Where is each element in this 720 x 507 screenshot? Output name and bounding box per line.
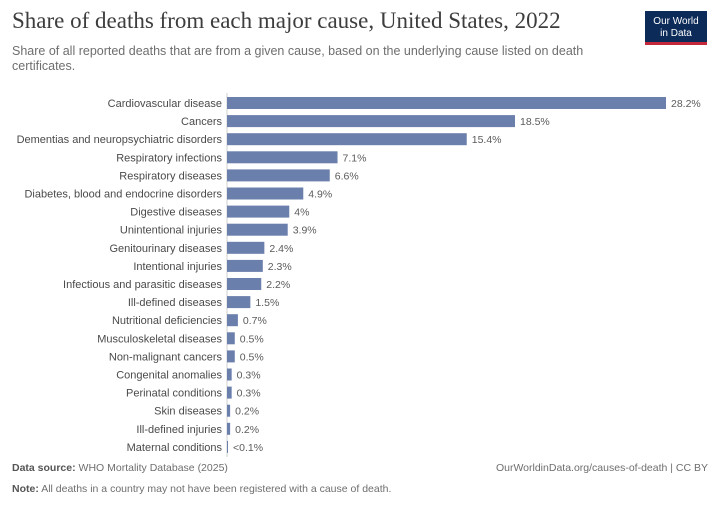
category-label: Infectious and parasitic diseases [63, 279, 222, 291]
value-label: 0.5% [240, 333, 264, 345]
data-source-text[interactable]: WHO Mortality Database (2025) [78, 462, 228, 474]
bar[interactable] [227, 133, 467, 146]
value-label: 18.5% [520, 116, 550, 128]
bar[interactable] [227, 368, 232, 381]
category-label: Intentional injuries [133, 261, 222, 273]
bar[interactable] [227, 187, 304, 200]
logo-line-1: Our World [653, 16, 699, 27]
category-label: Ill-defined diseases [128, 297, 223, 309]
category-label: Dementias and neuropsychiatric disorders [17, 134, 223, 146]
category-label: Respiratory infections [116, 152, 222, 164]
category-label: Nutritional deficiencies [112, 315, 223, 327]
chart-title: Share of deaths from each major cause, U… [12, 8, 561, 33]
category-label: Digestive diseases [130, 207, 222, 219]
bar[interactable] [227, 223, 288, 236]
logo-line-2: in Data [660, 28, 692, 39]
value-label: 6.6% [335, 170, 359, 182]
value-label: 2.2% [266, 279, 290, 291]
chart-subtitle: Share of all reported deaths that are fr… [12, 44, 584, 73]
bar[interactable] [227, 115, 515, 128]
bar[interactable] [227, 314, 238, 327]
bar[interactable] [227, 440, 228, 453]
category-label: Non-malignant cancers [109, 351, 223, 363]
category-label: Maternal conditions [127, 442, 223, 454]
bar[interactable] [227, 296, 251, 309]
value-label: 0.7% [243, 315, 267, 327]
value-label: 2.4% [269, 243, 293, 255]
credit-link[interactable]: OurWorldinData.org/causes-of-death | CC … [495, 462, 708, 474]
category-label: Perinatal conditions [126, 388, 223, 400]
category-label: Diabetes, blood and endocrine disorders [24, 189, 222, 201]
note: Note: All deaths in a country may not ha… [12, 483, 391, 495]
category-label: Congenital anomalies [116, 370, 222, 382]
value-label: 1.5% [255, 297, 279, 309]
value-label: 7.1% [343, 152, 367, 164]
bar[interactable] [227, 404, 231, 417]
value-label: 28.2% [671, 98, 701, 110]
value-label: 2.3% [268, 261, 292, 273]
data-source: Data source: WHO Mortality Database (202… [12, 462, 228, 474]
value-label: 0.2% [235, 424, 259, 436]
value-label: 0.3% [237, 370, 261, 382]
value-label: 0.3% [237, 388, 261, 400]
note-text: All deaths in a country may not have bee… [41, 483, 392, 495]
category-label: Unintentional injuries [120, 225, 223, 237]
bar[interactable] [227, 350, 235, 363]
bar[interactable] [227, 241, 265, 254]
bar-chart: Cardiovascular disease 28.2% Cancers 18.5% D… [17, 93, 701, 457]
category-label: Musculoskeletal diseases [97, 333, 222, 345]
value-label: 15.4% [472, 134, 502, 146]
bar[interactable] [227, 169, 330, 182]
bar[interactable] [227, 386, 232, 399]
bar[interactable] [227, 205, 290, 218]
note-label: Note: [12, 483, 39, 495]
bar[interactable] [227, 259, 263, 272]
value-label: 4.9% [308, 189, 332, 201]
data-source-label: Data source: [12, 462, 76, 474]
value-label: <0.1% [233, 442, 263, 454]
bar[interactable] [227, 332, 235, 345]
owid-logo[interactable]: Our World in Data [645, 11, 707, 45]
bar[interactable] [227, 151, 338, 164]
category-label: Cancers [181, 116, 222, 128]
bar[interactable] [227, 278, 262, 290]
value-label: 4% [294, 207, 309, 219]
value-label: 3.9% [293, 225, 317, 237]
category-label: Genitourinary diseases [109, 243, 222, 255]
category-label: Cardiovascular disease [108, 98, 222, 110]
value-label: 0.5% [240, 351, 264, 363]
category-label: Ill-defined injuries [136, 424, 222, 436]
bar[interactable] [227, 97, 666, 109]
category-label: Skin diseases [154, 406, 222, 418]
bar[interactable] [227, 422, 231, 435]
value-label: 0.2% [235, 406, 259, 418]
category-label: Respiratory diseases [119, 170, 222, 182]
